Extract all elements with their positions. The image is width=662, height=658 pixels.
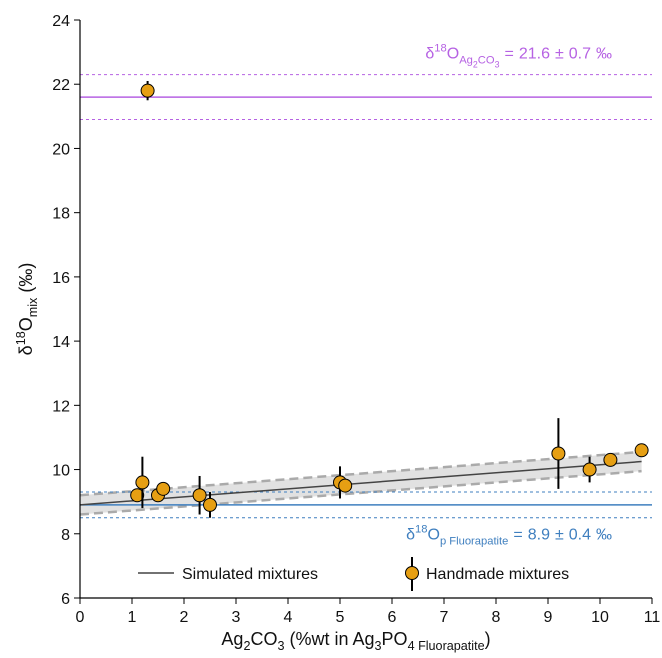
label-part: ) (485, 629, 491, 649)
unit: ‰ (596, 46, 612, 63)
data-point (203, 497, 217, 512)
x-tick-label: 4 (284, 609, 293, 626)
unit: ‰ (596, 527, 612, 544)
x-tick-label: 0 (76, 609, 85, 626)
label-part: δ (406, 527, 415, 544)
plus-minus: ± (555, 46, 564, 63)
label-part: 3 (277, 639, 284, 653)
label-part: δ (16, 345, 36, 355)
y-tick-label: 6 (61, 591, 70, 608)
reference-value: 21.6 (519, 46, 550, 63)
label-part: (‰) (16, 263, 36, 298)
y-tick-label: 22 (52, 77, 70, 94)
reference-annotation: δ18OAg2CO3 = 21.6 ±0.7 ‰ (425, 43, 612, 70)
label-part: Ag (221, 629, 243, 649)
data-point (582, 462, 597, 477)
data-point (192, 488, 207, 503)
label-part: O (428, 527, 440, 544)
equals: = (504, 46, 513, 63)
data-point (338, 478, 353, 493)
label-part: p Fluorapatite (440, 536, 508, 548)
x-tick-label: 6 (388, 609, 397, 626)
y-tick-label: 10 (52, 463, 70, 480)
label-part: 3 (495, 60, 500, 70)
y-tick-label: 8 (61, 527, 70, 544)
legend-label: Simulated mixtures (182, 566, 318, 583)
y-tick-label: 18 (52, 206, 70, 223)
y-tick-label: 20 (52, 141, 70, 158)
y-axis-label: δ18Omix (‰) (14, 263, 40, 356)
label-part: O (16, 317, 36, 331)
legend-marker (405, 566, 419, 580)
simulated-line (79, 460, 642, 506)
label-part: Ag (459, 55, 473, 67)
x-tick-label: 11 (644, 609, 661, 626)
y-tick-label: 16 (52, 270, 70, 287)
label-part: 2 (473, 60, 478, 70)
label-part: 18 (14, 331, 28, 345)
reference-uncertainty: 0.4 (569, 527, 591, 544)
data-point (156, 481, 171, 496)
label-part: (%wt in Ag (284, 629, 374, 649)
label-part: CO (250, 629, 277, 649)
x-tick-label: 9 (544, 609, 553, 626)
data-point (634, 443, 649, 458)
reference-value: 8.9 (528, 527, 550, 544)
plus-minus: ± (555, 527, 564, 544)
label-part: CO (478, 55, 495, 67)
label-part: PO (382, 629, 408, 649)
reference-uncertainty: 0.7 (569, 46, 591, 63)
x-tick-label: 3 (232, 609, 241, 626)
label-part: O (447, 46, 459, 63)
label-part: 2 (243, 639, 250, 653)
x-tick-label: 8 (492, 609, 501, 626)
data-point (135, 475, 150, 490)
y-tick-label: 24 (52, 13, 70, 30)
x-tick-label: 2 (180, 609, 189, 626)
x-axis-label: Ag2CO3 (%wt in Ag3PO4 Fluorapatite) (221, 629, 490, 653)
label-part: 4 Fluorapatite (408, 639, 485, 653)
data-point (140, 83, 155, 98)
band-edge (79, 450, 642, 497)
label-part: 18 (415, 524, 427, 536)
label-part: 3 (375, 639, 382, 653)
data-point (551, 446, 566, 461)
x-tick-label: 10 (591, 609, 609, 626)
legend-label: Handmade mixtures (426, 566, 569, 583)
x-tick-label: 7 (440, 609, 449, 626)
reference-annotation: δ18Op Fluorapatite = 8.9 ±0.4 ‰ (406, 524, 612, 548)
equals: = (513, 527, 522, 544)
x-tick-label: 5 (336, 609, 345, 626)
y-tick-label: 12 (52, 398, 70, 415)
band-edge (79, 469, 642, 516)
label-part: 18 (434, 43, 446, 55)
label-part: mix (26, 297, 40, 317)
x-tick-label: 1 (128, 609, 137, 626)
label-part: δ (425, 46, 434, 63)
y-tick-label: 14 (52, 334, 70, 351)
data-point (603, 452, 618, 467)
data-point (130, 488, 145, 503)
